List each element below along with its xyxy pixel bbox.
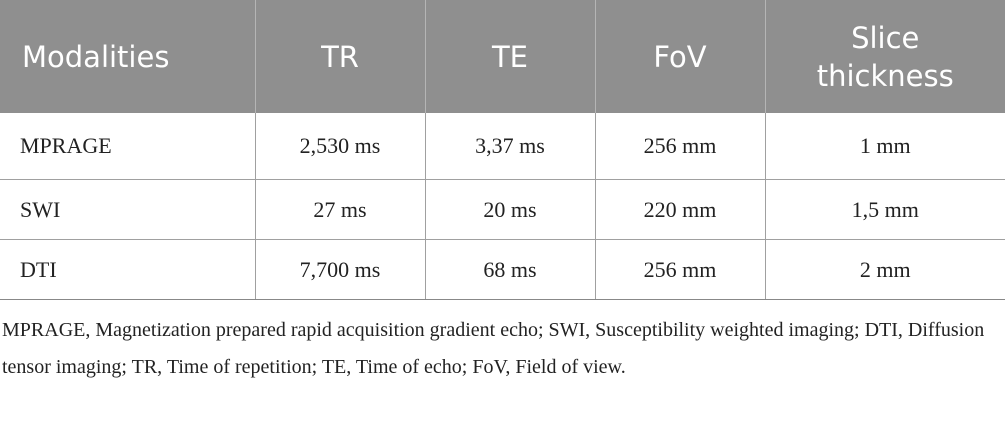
table-cell: 220 mm [594,179,765,240]
table-cell: 2,530 ms [254,113,425,180]
table-cell: 256 mm [594,239,765,300]
header-cell: FoV [594,0,765,113]
table-row: MPRAGE 2,530 ms 3,37 ms 256 mm 1 mm [0,113,1005,180]
header-cell: TE [424,0,595,113]
table-cell: 20 ms [424,179,595,240]
data-table: Modalities TR TE FoV Slice thickness MPRAGE 2… [0,0,1005,300]
table-row: DTI 7,700 ms 68 ms 256 mm 2 mm [0,239,1005,300]
table-row: SWI 27 ms 20 ms 220 mm 1,5 mm [0,179,1005,240]
table-cell: 2 mm [764,239,1005,300]
table-cell: 3,37 ms [424,113,595,180]
footnote: MPRAGE, Magnetization prepared rapid acq… [2,319,985,378]
table-cell: MPRAGE [20,133,112,158]
header-cell: Slice thickness [764,0,1005,113]
table-cell: 68 ms [424,239,595,300]
header-cell: TR [254,0,425,113]
table-cell: 27 ms [254,179,425,240]
table-cell: 256 mm [594,113,765,180]
table-cell: SWI [0,179,255,240]
header-row: Modalities TR TE FoV Slice thickness [0,0,1005,113]
table-cell: 1 mm [764,113,1005,180]
table-cell: 7,700 ms [254,239,425,300]
table-cell: 1,5 mm [764,179,1005,240]
table-body: MPRAGE 2,530 ms 3,37 ms 256 mm 1 mm SWI 27 ms 2… [0,113,1005,300]
header-cell: Modalities [0,0,255,113]
table-cell: DTI [0,239,255,300]
